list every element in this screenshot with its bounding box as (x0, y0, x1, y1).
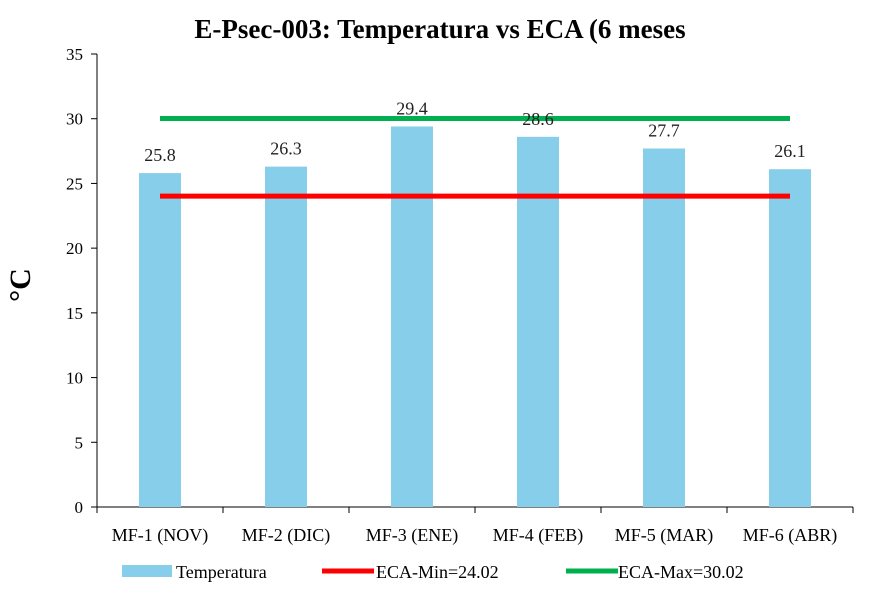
data-label: 27.7 (648, 120, 680, 140)
y-tick-label: 30 (66, 110, 83, 129)
x-tick-label: MF-2 (DIC) (242, 525, 331, 546)
data-label: 25.8 (144, 145, 176, 165)
y-tick-label: 5 (75, 433, 84, 452)
legend-swatch-temperatura (122, 565, 172, 577)
y-tick-label: 10 (66, 369, 83, 388)
legend: Temperatura ECA-Min=24.02 ECA-Max=30.02 (122, 562, 744, 582)
bar-temperatura (643, 148, 685, 508)
legend-label: ECA-Max=30.02 (618, 562, 744, 582)
bar-temperatura (517, 136, 559, 507)
y-axis-label: °C (4, 268, 37, 302)
bar-temperatura (391, 126, 433, 507)
x-tick-label: MF-1 (NOV) (112, 525, 209, 546)
x-tick-label: MF-5 (MAR) (615, 525, 714, 546)
bar-temperatura (265, 166, 307, 508)
y-tick-label: 20 (66, 239, 83, 258)
y-tick-label: 25 (66, 174, 83, 193)
data-label: 28.6 (522, 109, 554, 129)
legend-label: Temperatura (176, 562, 267, 582)
data-label: 26.3 (270, 139, 302, 159)
x-tick-label: MF-4 (FEB) (493, 525, 584, 546)
x-tick-label: MF-6 (ABR) (743, 525, 838, 546)
x-tick-label: MF-3 (ENE) (366, 525, 459, 546)
bar-temperatura (139, 173, 181, 507)
bar-temperatura (769, 169, 811, 508)
y-tick-label: 35 (66, 45, 83, 64)
data-label: 29.4 (396, 98, 428, 118)
chart-title: E-Psec-003: Temperatura vs ECA (6 meses (194, 14, 685, 44)
y-tick-label: 0 (75, 498, 84, 517)
legend-label: ECA-Min=24.02 (376, 562, 499, 582)
y-tick-label: 15 (66, 304, 83, 323)
plot-area: 0 5 10 15 20 25 30 35 MF-1 (NOV) MF-2 (DIC) MF-3 (… (66, 45, 854, 546)
data-label: 26.1 (774, 141, 806, 161)
